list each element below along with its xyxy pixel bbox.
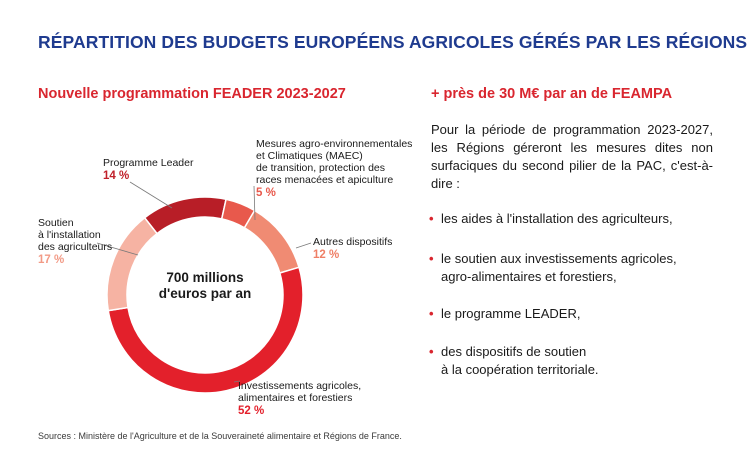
slice-percent: 14 % <box>103 170 130 182</box>
slice-label-text: Investissements agricoles, alimentaires … <box>238 380 362 404</box>
slice-installation <box>106 216 159 312</box>
slice-label-text: Soutien à l'installation des agriculteur… <box>38 217 113 253</box>
slice-label-autres: Autres dispositifs 12 % <box>313 236 392 261</box>
leader-line <box>96 242 139 256</box>
slice-percent: 5 % <box>256 187 276 199</box>
leader-line <box>233 380 241 383</box>
bullet-icon: • <box>429 306 434 321</box>
page-title: RÉPARTITION DES BUDGETS EUROPÉENS AGRICO… <box>38 32 747 52</box>
chart-subtitle: Nouvelle programmation FEADER 2023-2027 <box>38 86 346 102</box>
list-item-text: le soutien aux investissements agricoles… <box>441 251 677 284</box>
source-note: Sources : Ministère de l'Agriculture et … <box>38 431 402 441</box>
slice-autres <box>243 209 300 274</box>
slice-percent: 17 % <box>38 254 65 266</box>
list-item: • les aides à l'installation des agricult… <box>429 210 673 228</box>
center-label-line2: d'euros par an <box>158 286 252 301</box>
leader-line <box>129 181 173 209</box>
center-label-line1: 700 millions <box>166 270 244 285</box>
slice-label-maec: Mesures agro-environnementales et Climat… <box>256 138 426 199</box>
feampa-subtitle: + près de 30 M€ par an de FEAMPA <box>431 86 673 102</box>
list-item-text: les aides à l'installation des agriculte… <box>441 211 673 226</box>
slice-label-text: Programme Leader <box>103 157 194 169</box>
list-item: • le soutien aux investissements agricole… <box>429 250 677 286</box>
list-item-text: des dispositifs de soutien à la coopérat… <box>441 344 599 377</box>
slice-percent: 12 % <box>313 249 340 261</box>
slice-label-text: Autres dispositifs <box>313 236 393 248</box>
list-item-text: le programme LEADER, <box>441 306 581 321</box>
slice-label-installation: Soutien à l'installation des agriculteur… <box>38 217 112 266</box>
bullet-icon: • <box>429 251 434 266</box>
leader-line <box>295 242 312 249</box>
slice-label-text: Mesures agro-environnementales et Climat… <box>256 138 413 186</box>
bullet-icon: • <box>429 211 434 226</box>
intro-paragraph: Pour la période de programmation 2023-20… <box>431 122 713 191</box>
leader-line <box>253 185 256 221</box>
slice-percent: 52 % <box>238 405 265 417</box>
list-item: • des dispositifs de soutien à la coopéra… <box>429 343 599 379</box>
slice-label-leader: Programme Leader 14 % <box>103 157 193 182</box>
list-item: • le programme LEADER, <box>429 305 580 323</box>
slice-leader <box>143 196 227 235</box>
bullet-icon: • <box>429 344 434 359</box>
slice-label-investissements: Investissements agricoles, alimentaires … <box>238 380 361 417</box>
center-label: 700 millions d'euros par an <box>135 270 275 302</box>
